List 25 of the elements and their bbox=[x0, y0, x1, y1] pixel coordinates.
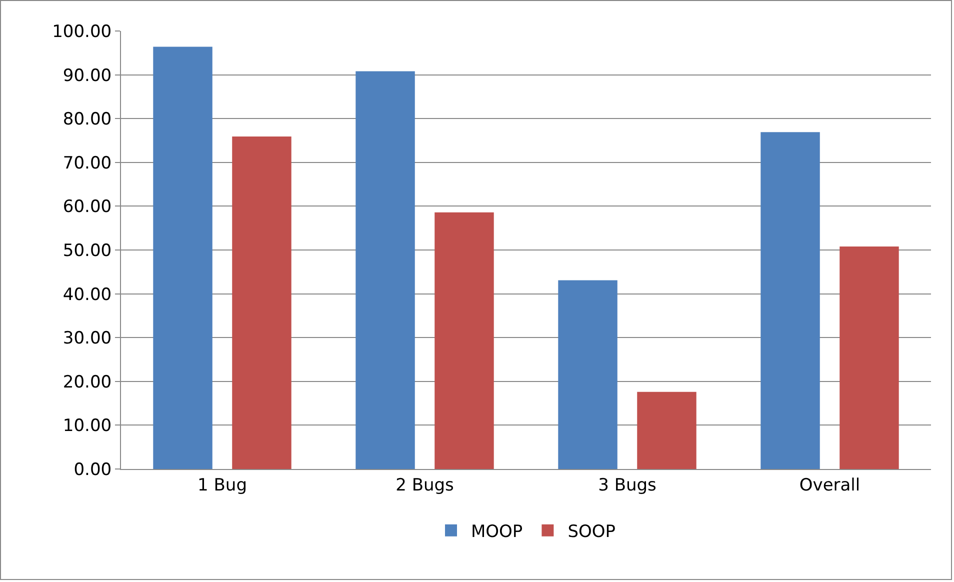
y-tick-label: 40.00 bbox=[62, 284, 112, 305]
bar bbox=[232, 136, 292, 469]
y-tick-label: 30.00 bbox=[62, 328, 112, 349]
x-tick-label: 3 Bugs bbox=[598, 475, 657, 496]
x-tick-label: 2 Bugs bbox=[396, 475, 454, 496]
bar bbox=[637, 392, 696, 469]
bar bbox=[434, 212, 494, 469]
bar bbox=[760, 132, 820, 469]
bar bbox=[153, 46, 212, 469]
x-tick-label: 1 Bug bbox=[198, 475, 247, 496]
y-tick-label: 0.00 bbox=[74, 460, 112, 480]
bar bbox=[356, 71, 415, 469]
y-tick-label: 20.00 bbox=[62, 372, 112, 392]
legend-label: SOOP bbox=[568, 522, 616, 542]
y-tick-label: 50.00 bbox=[62, 240, 112, 261]
y-tick-label: 60.00 bbox=[62, 197, 112, 218]
y-tick-label: 100.00 bbox=[52, 22, 112, 42]
x-tick-label: Overall bbox=[799, 475, 860, 496]
legend-label: MOOP bbox=[471, 522, 523, 542]
y-tick-label: 90.00 bbox=[62, 66, 112, 86]
y-tick-label: 10.00 bbox=[62, 416, 112, 436]
bar bbox=[840, 246, 899, 469]
y-tick-label: 70.00 bbox=[62, 153, 112, 174]
bar bbox=[558, 280, 618, 469]
y-tick-label: 80.00 bbox=[62, 110, 112, 130]
